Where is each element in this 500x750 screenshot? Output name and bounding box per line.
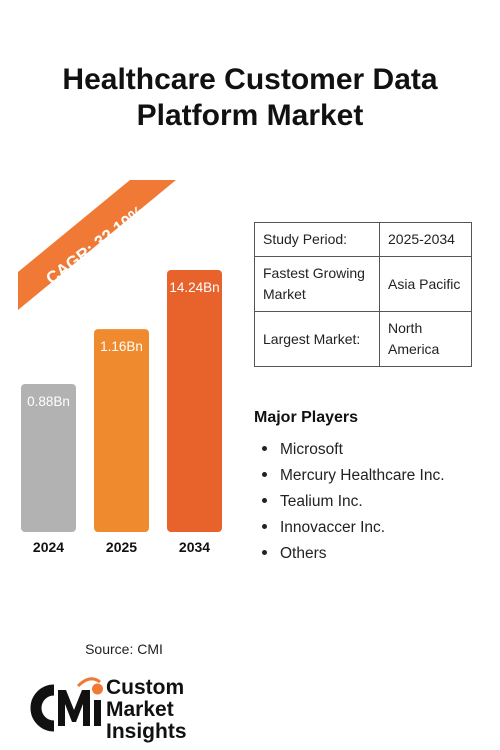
table-row: Fastest Growing Market Asia Pacific: [254, 256, 472, 312]
bar-value-label: 1.16Bn: [100, 339, 143, 354]
bullet-icon: [262, 472, 267, 478]
list-item: Tealium Inc.: [262, 489, 445, 515]
largest-market-key: Largest Market:: [254, 311, 380, 367]
category-label: 2024: [33, 539, 64, 555]
list-item: Microsoft: [262, 437, 445, 463]
logo-wordmark: Custom Market Insights: [106, 677, 187, 743]
logo-accent-dot: [92, 683, 103, 695]
bullet-icon: [262, 524, 267, 530]
fastest-growing-key: Fastest Growing Market: [254, 256, 380, 312]
bar-2025: [94, 329, 149, 532]
bar-value-label: 0.88Bn: [27, 394, 70, 409]
bar-value-label: 14.24Bn: [169, 280, 219, 295]
logo-line-3: Insights: [106, 720, 187, 743]
logo-line-1: Custom: [106, 676, 185, 699]
bullet-icon: [262, 446, 267, 452]
market-info-table: Study Period: 2025-2034 Fastest Growing …: [254, 222, 472, 367]
bar-chart: CAGR: 32.10% 0.88Bn20241.16Bn202514.24Bn…: [18, 180, 222, 555]
largest-market-value: North America: [379, 311, 472, 367]
study-period-key: Study Period:: [254, 222, 380, 257]
study-period-value: 2025-2034: [379, 222, 472, 257]
bullet-icon: [262, 550, 267, 556]
major-players-list: Microsoft Mercury Healthcare Inc. Tealiu…: [262, 437, 445, 567]
player-name: Tealium Inc.: [280, 493, 363, 510]
fastest-growing-value: Asia Pacific: [379, 256, 472, 312]
category-label: 2025: [106, 539, 137, 555]
bar-2034: [167, 270, 222, 532]
list-item: Innovaccer Inc.: [262, 515, 445, 541]
major-players-heading: Major Players: [254, 409, 359, 426]
cmi-logo-icon: [30, 677, 103, 732]
table-row: Largest Market: North America: [254, 311, 472, 367]
player-name: Innovaccer Inc.: [280, 519, 386, 536]
category-label: 2034: [179, 539, 210, 555]
title-line-2: Platform Market: [136, 99, 364, 132]
bar-2024: [21, 384, 76, 532]
player-name: Others: [280, 545, 327, 562]
cagr-banner: [18, 180, 176, 310]
list-item: Mercury Healthcare Inc.: [262, 463, 445, 489]
source-note: Source: CMI: [85, 641, 163, 657]
logo-line-2: Market: [106, 698, 174, 721]
player-name: Microsoft: [280, 441, 343, 458]
table-row: Study Period: 2025-2034: [254, 222, 472, 257]
title-line-1: Healthcare Customer Data: [62, 63, 438, 96]
bullet-icon: [262, 498, 267, 504]
list-item: Others: [262, 541, 445, 567]
page-title: Healthcare Customer Data Platform Market: [0, 62, 500, 134]
player-name: Mercury Healthcare Inc.: [280, 467, 445, 484]
